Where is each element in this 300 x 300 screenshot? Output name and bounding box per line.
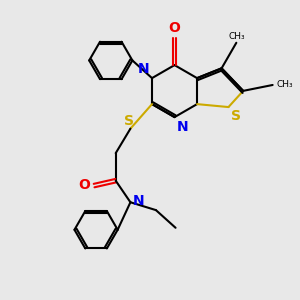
Text: N: N (132, 194, 144, 208)
Text: CH₃: CH₃ (277, 80, 293, 89)
Text: S: S (124, 114, 134, 128)
Text: N: N (137, 62, 149, 76)
Text: O: O (78, 178, 90, 192)
Text: CH₃: CH₃ (228, 32, 244, 41)
Text: O: O (169, 21, 181, 35)
Text: S: S (231, 109, 242, 123)
Text: N: N (176, 120, 188, 134)
